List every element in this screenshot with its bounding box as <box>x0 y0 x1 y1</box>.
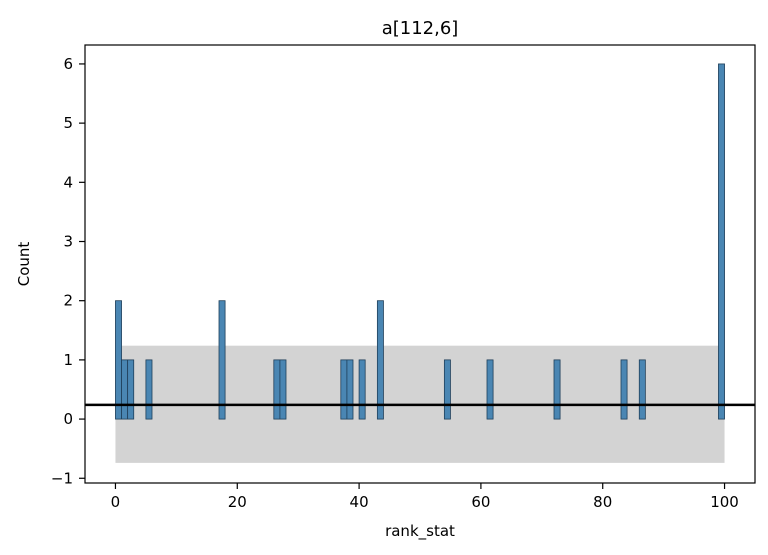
x-axis-label: rank_stat <box>385 522 455 541</box>
y-tick-label: 3 <box>63 233 73 251</box>
bar-bin-43 <box>376 300 384 420</box>
bars-layer <box>115 63 725 420</box>
y-tick-label: 0 <box>63 410 73 428</box>
bar-bin-17 <box>218 300 226 420</box>
x-tick-label: 20 <box>228 493 247 511</box>
x-ticks: 0 20 40 60 80 100 <box>111 483 739 511</box>
bar-bin-72 <box>553 359 561 420</box>
y-tick-label: 1 <box>63 351 73 369</box>
x-tick-label: 100 <box>710 493 739 511</box>
plot-frame <box>84 44 756 484</box>
bar-bin-5 <box>145 359 153 420</box>
x-tick-label: 60 <box>471 493 490 511</box>
axes-layer <box>84 44 756 484</box>
x-tick-label: 80 <box>593 493 612 511</box>
bar-bin-27 <box>279 359 287 420</box>
bar-bin-40 <box>358 359 366 420</box>
bar-bin-0 <box>115 300 122 420</box>
y-ticks: −1 0 1 2 3 4 5 6 <box>51 55 85 487</box>
bar-bin-38 <box>346 359 354 420</box>
x-tick-label: 0 <box>111 493 121 511</box>
y-tick-label: 2 <box>63 292 73 310</box>
bar-bin-99 <box>718 63 725 420</box>
bar-bin-2 <box>127 359 135 420</box>
bar-bin-61 <box>486 359 494 420</box>
bar-bin-26 <box>273 359 281 420</box>
bar-bin-54 <box>443 359 451 420</box>
x-tick-label: 40 <box>350 493 369 511</box>
bar-bin-83 <box>620 359 628 420</box>
y-tick-label: 4 <box>63 173 73 191</box>
y-tick-label: 6 <box>63 55 73 73</box>
bar-bin-86 <box>638 359 646 420</box>
chart-title: a[112,6] <box>382 18 459 39</box>
bar-bin-1 <box>121 359 129 420</box>
y-tick-label: −1 <box>51 469 73 487</box>
y-tick-label: 5 <box>63 114 73 132</box>
y-axis-label: Count <box>15 242 33 287</box>
bar-bin-37 <box>340 359 348 420</box>
